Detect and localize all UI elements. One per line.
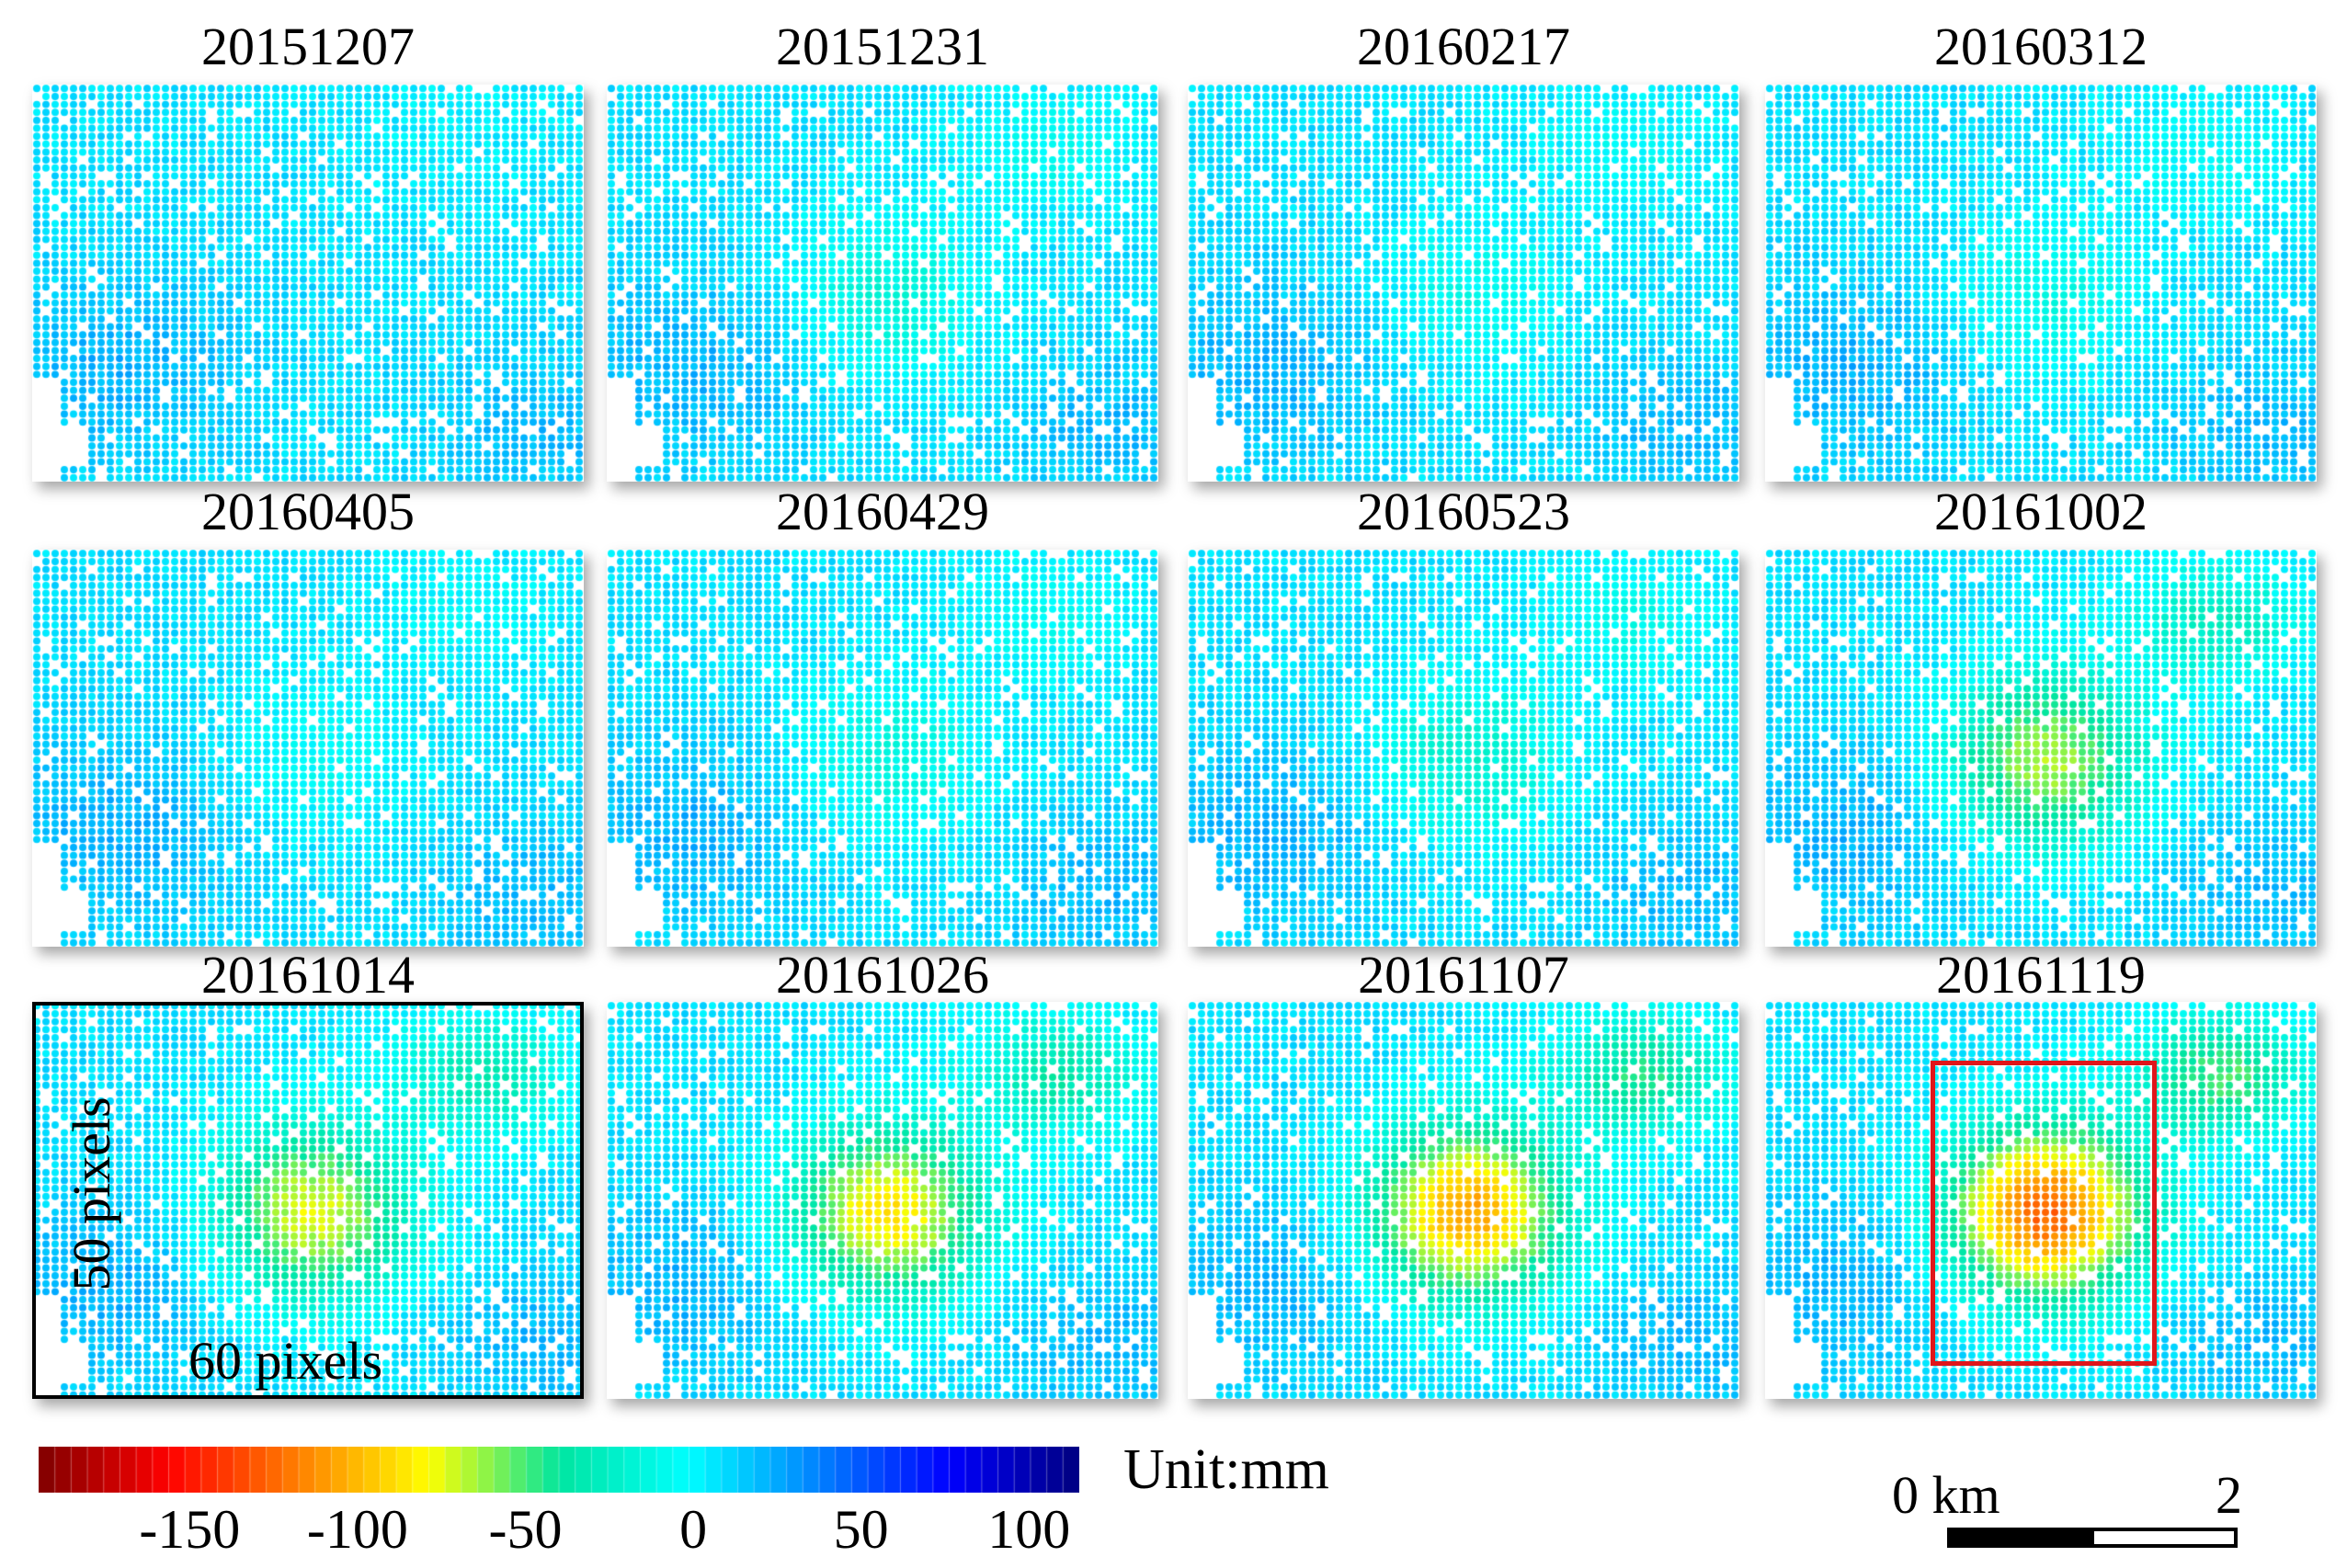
panel-date-title: 20160405 bbox=[201, 482, 415, 541]
panel-date-title: 20160312 bbox=[1934, 17, 2148, 76]
panel-date-title: 20161002 bbox=[1934, 482, 2148, 541]
deformation-map-panel bbox=[1188, 1002, 1739, 1399]
deformation-point-grid bbox=[607, 85, 1158, 482]
panel-date-title: 20161014 bbox=[201, 945, 415, 1005]
deformation-point-grid bbox=[32, 550, 584, 947]
deformation-point-grid bbox=[32, 1002, 584, 1399]
deformation-colorbar bbox=[39, 1447, 1079, 1493]
panel-date-title: 20160429 bbox=[776, 482, 989, 541]
colorbar-tick-label: -100 bbox=[306, 1499, 408, 1560]
deformation-map-panel bbox=[1765, 1002, 2317, 1399]
scalebar-start-label: 0 km bbox=[1892, 1465, 2000, 1525]
panel-date-title: 20160217 bbox=[1357, 17, 1570, 76]
deformation-point-grid bbox=[607, 1002, 1158, 1399]
colorbar-tick-label: -50 bbox=[488, 1499, 563, 1560]
deformation-map-panel bbox=[32, 1002, 584, 1399]
scalebar-white-segment bbox=[2091, 1528, 2238, 1548]
deformation-map-panel bbox=[1188, 550, 1739, 947]
deformation-map-panel bbox=[607, 1002, 1158, 1399]
panel-date-title: 20161107 bbox=[1358, 945, 1569, 1005]
cols-pixel-count-label: 60 pixels bbox=[188, 1331, 383, 1391]
deformation-map-panel bbox=[607, 550, 1158, 947]
panel-date-title: 20160523 bbox=[1357, 482, 1570, 541]
deformation-point-grid bbox=[607, 550, 1158, 947]
colorbar-tick-label: 50 bbox=[833, 1499, 889, 1560]
colorbar-tick-label: -150 bbox=[139, 1499, 241, 1560]
deformation-point-grid bbox=[1188, 550, 1739, 947]
rows-pixel-count-label: 50 pixels bbox=[62, 1096, 121, 1291]
deformation-map-panel bbox=[32, 85, 584, 482]
scalebar-end-label: 2 bbox=[2216, 1465, 2242, 1525]
subsidence-zone-highlight-box bbox=[1931, 1061, 2157, 1366]
deformation-point-grid bbox=[32, 85, 584, 482]
deformation-map-panel bbox=[607, 85, 1158, 482]
deformation-point-grid bbox=[1765, 550, 2317, 947]
grid-size-outline bbox=[32, 1002, 584, 1399]
deformation-map-panel bbox=[1188, 85, 1739, 482]
deformation-map-panel bbox=[1765, 550, 2317, 947]
deformation-map-panel bbox=[1765, 85, 2317, 482]
panel-date-title: 20151231 bbox=[776, 17, 989, 76]
colorbar-tick-label: 0 bbox=[679, 1499, 708, 1560]
colorbar-unit-label: Unit:mm bbox=[1123, 1438, 1329, 1501]
panel-date-title: 20151207 bbox=[201, 17, 415, 76]
colorbar-tick-label: 100 bbox=[987, 1499, 1071, 1560]
deformation-point-grid bbox=[1188, 1002, 1739, 1399]
deformation-point-grid bbox=[1765, 85, 2317, 482]
deformation-point-grid bbox=[1188, 85, 1739, 482]
panel-date-title: 20161119 bbox=[1936, 945, 2146, 1005]
deformation-point-grid bbox=[1765, 1002, 2317, 1399]
scalebar-black-segment bbox=[1947, 1528, 2094, 1548]
panel-date-title: 20161026 bbox=[776, 945, 989, 1005]
deformation-map-panel bbox=[32, 550, 584, 947]
